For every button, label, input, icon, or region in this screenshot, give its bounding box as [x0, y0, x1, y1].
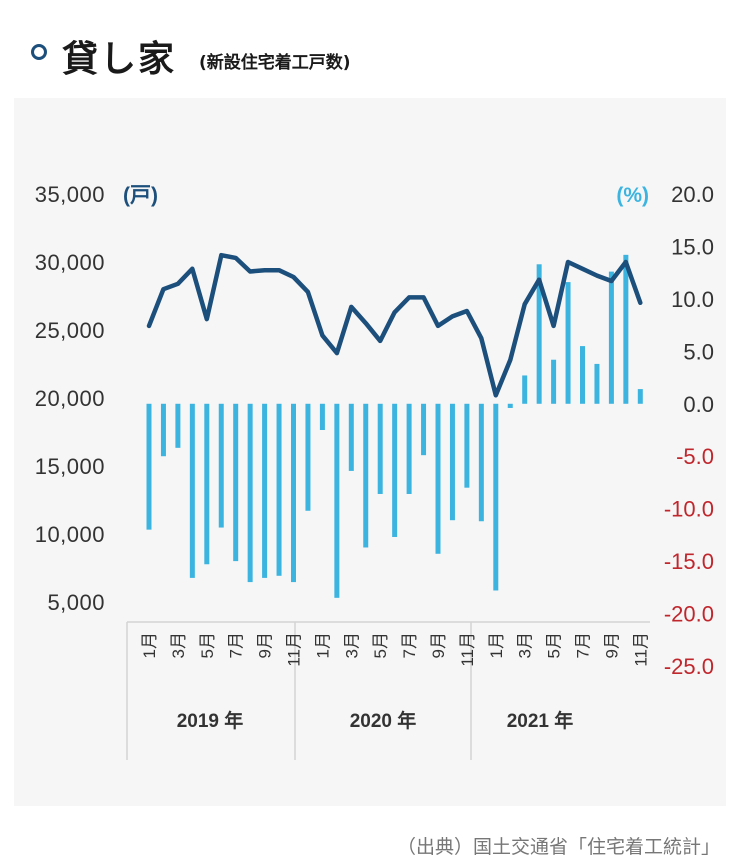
x-axis-layer [126, 621, 650, 760]
left-tick-label: 5,000 [47, 590, 105, 615]
month-label: 3月 [516, 632, 535, 658]
source-note: （出典）国土交通省「住宅着工統計」 [396, 836, 720, 858]
right-tick-label: 20.0 [671, 182, 714, 207]
series-line [146, 252, 643, 398]
bar [594, 363, 600, 404]
right-tick-label: 15.0 [671, 234, 714, 259]
bar [507, 403, 513, 408]
bar [319, 403, 325, 430]
bar [247, 403, 253, 583]
bar [363, 403, 369, 548]
circle-bullet-icon [31, 44, 47, 60]
bar [449, 403, 455, 521]
bar [334, 403, 340, 598]
month-label: 9月 [256, 632, 275, 658]
month-label: 11月 [458, 632, 477, 667]
bar [464, 403, 470, 488]
right-tick-label: -15.0 [664, 549, 714, 574]
right-tick-label: 5.0 [683, 339, 714, 364]
right-tick-label: 10.0 [671, 287, 714, 312]
bar [262, 403, 268, 578]
header: 貸し家 (新設住宅着工戸数) [0, 0, 740, 98]
month-label: 7月 [574, 632, 593, 658]
bar [377, 403, 383, 494]
bar [276, 403, 282, 576]
line-layer [146, 252, 643, 398]
bar [160, 403, 166, 457]
bar [637, 389, 643, 404]
month-label: 9月 [429, 632, 448, 658]
left-tick-label: 10,000 [35, 522, 105, 547]
left-tick-label: 25,000 [35, 318, 105, 343]
month-label: 1月 [487, 632, 506, 658]
month-label: 11月 [631, 632, 650, 667]
month-label: 3月 [169, 632, 188, 658]
bar [348, 403, 354, 471]
bar [204, 403, 210, 565]
left-tick-label: 30,000 [35, 250, 105, 275]
right-tick-label: -5.0 [676, 444, 714, 469]
left-tick-label: 35,000 [35, 182, 105, 207]
bar [608, 271, 614, 404]
page-subtitle: (新設住宅着工戸数) [199, 53, 351, 73]
left-tick-label: 20,000 [35, 386, 105, 411]
bar [522, 375, 528, 404]
month-label: 5月 [371, 632, 390, 658]
bar [392, 403, 398, 537]
month-label: 11月 [285, 632, 304, 667]
bar [218, 403, 224, 528]
year-label: 2019 年 [177, 709, 244, 732]
month-label: 3月 [342, 632, 361, 658]
bar [493, 403, 499, 591]
month-label: 1月 [313, 632, 332, 658]
bar [233, 403, 239, 562]
chart-panel [14, 98, 726, 806]
month-label: 7月 [400, 632, 419, 658]
bar [406, 403, 412, 494]
bar [435, 403, 441, 554]
labels-layer: 35,000 30,000 25,000 20,000 15,000 10,000 5,00… [35, 182, 714, 732]
year-label: 2021 年 [507, 709, 574, 732]
bars-layer [146, 254, 643, 598]
bar [175, 403, 181, 448]
bar [580, 346, 585, 404]
month-label: 7月 [227, 632, 246, 658]
bar [478, 403, 484, 522]
bar [623, 254, 629, 404]
right-tick-label: 0.0 [683, 392, 714, 417]
month-label: 1月 [140, 632, 159, 658]
month-label: 9月 [602, 632, 621, 658]
bar [146, 403, 152, 530]
left-tick-label: 15,000 [35, 454, 105, 479]
bar [551, 359, 557, 404]
bar [565, 282, 571, 404]
right-tick-label: -20.0 [664, 602, 714, 627]
bar [305, 403, 311, 511]
bar [536, 264, 542, 404]
bar [189, 403, 195, 578]
right-tick-label: -25.0 [664, 654, 714, 679]
year-label: 2020 年 [350, 709, 417, 732]
right-axis-unit: (%) [616, 184, 649, 207]
bar [421, 403, 427, 456]
month-label: 5月 [198, 632, 217, 658]
month-label: 5月 [545, 632, 564, 658]
right-tick-label: -10.0 [664, 497, 714, 522]
bar [291, 403, 296, 583]
page-title: 貸し家 [62, 39, 177, 80]
left-axis-unit: (戸) [123, 184, 158, 207]
